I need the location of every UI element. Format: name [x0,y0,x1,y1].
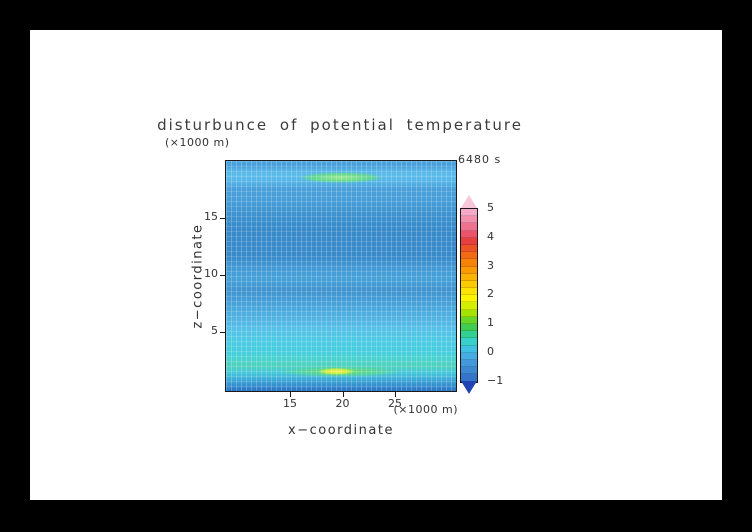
colorbar-segment [461,324,477,332]
colorbar-segment [461,359,477,368]
z-axis-unit-label: (×1000 m) [165,136,230,149]
colorbar-segment [461,367,477,375]
colorbar-segment [461,309,477,317]
colorbar-segment [461,331,477,339]
colorbar-segment [461,302,477,310]
colorbar-tick-label: −1 [487,373,504,387]
colorbar-tick-label: 5 [487,201,494,214]
colorbar-segment [461,266,477,274]
z-tick-label: 15 [204,210,218,223]
plot-area: (×1000 m) x−coordinate z−coordinate 15 20… [191,160,458,438]
colorbar-segment [461,374,477,382]
z-tick-label: 10 [204,267,218,280]
x-tick-label: 25 [388,397,402,410]
colorbar-segment [461,230,477,238]
colorbar-segment [461,209,477,217]
colorbar-segment [461,244,477,253]
colorbar-under-arrow [461,380,477,394]
colorbar-tick-label: 1 [487,316,494,330]
colorbar-segment [461,352,477,360]
grid-mesh-overlay [226,161,456,391]
x-axis-title: x−coordinate [288,423,394,438]
colorbar-tick-label: 0 [487,345,494,358]
colorbar-segment [461,338,477,346]
colorbar-segment [461,273,477,281]
colorbar-segment [461,280,477,289]
figure-page: disturbunce of potential temperature (×1… [30,30,722,500]
colorbar-segment [461,237,477,245]
timestamp-label: 6480 s [458,153,502,166]
colorbar: 5 4 3 2 1 0 −1 [460,195,531,425]
colorbar-labels: 5 4 3 2 1 0 −1 [487,201,517,387]
colorbar-segment [461,259,477,267]
x-tick-mark [290,392,291,397]
colorbar-scale [460,208,478,383]
colorbar-segment [461,288,477,296]
x-tick-label: 15 [283,397,297,410]
x-tick-label: 20 [335,397,350,410]
colorbar-tick-label: 2 [487,287,494,301]
colorbar-segment [461,223,477,231]
colorbar-segment [461,295,477,303]
colorbar-segment [461,316,477,324]
x-tick-mark [342,392,344,397]
z-tick-mark [220,275,225,276]
colorbar-segment [461,216,477,224]
z-tick-label: 5 [211,324,218,337]
heatmap-field [226,161,456,391]
x-axis-unit-label: (×1000 m) [393,403,458,416]
z-tick-mark [220,332,225,333]
colorbar-segment [461,252,477,260]
chart-title: disturbunce of potential temperature [157,116,523,134]
z-tick-mark [220,218,225,219]
colorbar-tick-label: 3 [487,258,494,272]
colorbar-tick-label: 4 [487,229,494,243]
colorbar-over-arrow [461,195,477,208]
colorbar-segment [461,345,477,353]
x-tick-mark [395,392,396,397]
